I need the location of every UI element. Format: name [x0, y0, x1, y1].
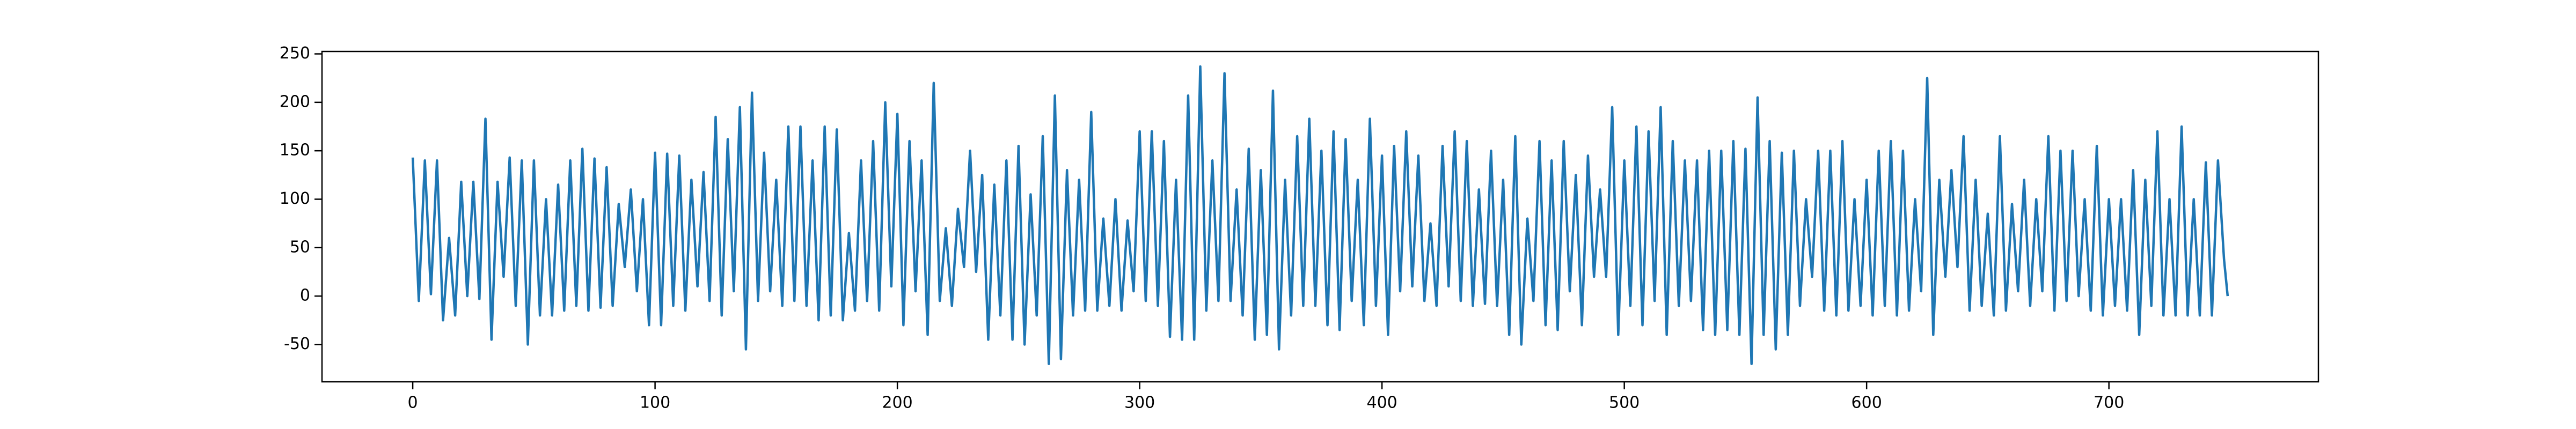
x-tick-label: 100	[640, 394, 670, 412]
y-tick-label: 250	[280, 44, 310, 63]
x-tick-label: 0	[408, 394, 418, 412]
y-tick-label: 50	[290, 238, 310, 256]
x-tick-label: 300	[1124, 394, 1155, 412]
x-tick-label: 700	[2094, 394, 2124, 412]
axes-frame	[321, 50, 2319, 383]
x-tick-label: 500	[1609, 394, 1640, 412]
x-tick-label: 400	[1367, 394, 1397, 412]
x-tick-label: 600	[1851, 394, 1882, 412]
y-tick-label: -50	[284, 335, 310, 353]
x-tick-label: 200	[882, 394, 912, 412]
y-tick-label: 150	[280, 141, 310, 160]
y-tick-label: 200	[280, 92, 310, 111]
y-tick-label: 100	[280, 189, 310, 208]
y-tick-label: 0	[300, 286, 310, 305]
data-line	[411, 65, 2229, 365]
